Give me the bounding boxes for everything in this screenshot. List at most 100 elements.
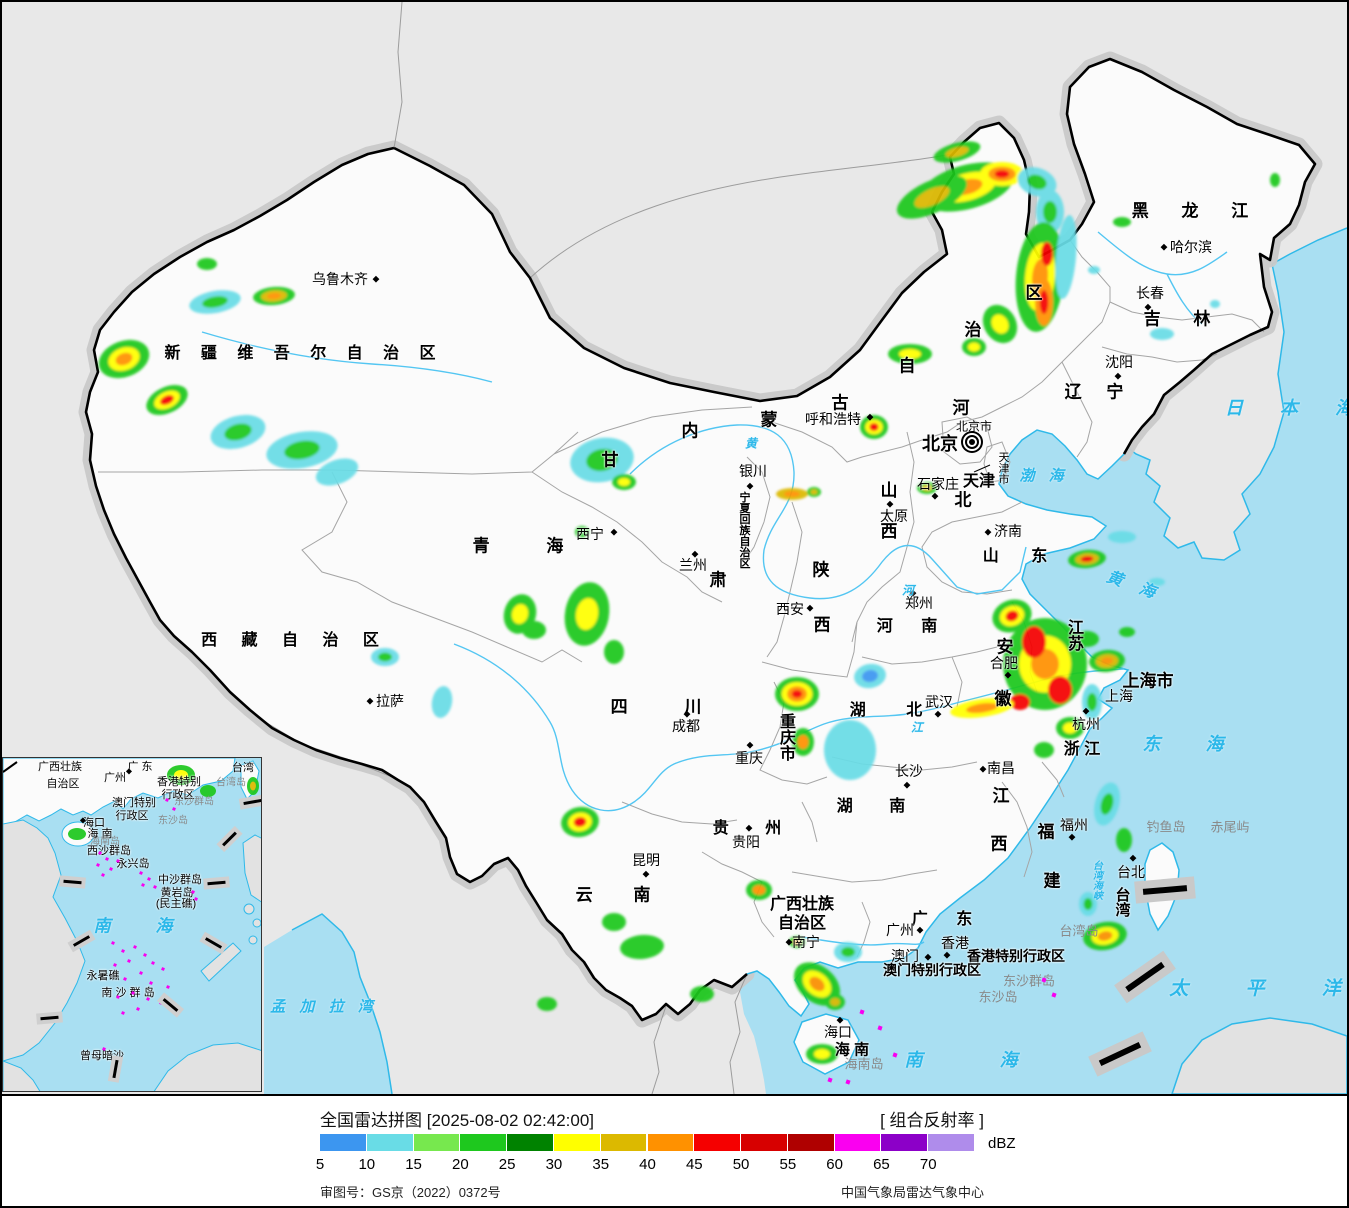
- radar-echo: [1035, 278, 1053, 326]
- radar-echo: [917, 482, 937, 494]
- city-marker: ◆: [931, 490, 939, 501]
- city-marker: ◆: [866, 411, 874, 422]
- legend-panel: 全国雷达拼图 [2025-08-02 02:42:00] [ 组合反射率 ] d…: [2, 1094, 1347, 1206]
- colorbar-segment: [507, 1134, 553, 1151]
- city-marker: ◆: [1160, 241, 1168, 252]
- radar-echo: [860, 415, 888, 439]
- radar-echo: [825, 994, 845, 1010]
- radar-echo: [620, 934, 664, 960]
- radar-echo: [980, 162, 1024, 186]
- city-marker: ◆: [610, 526, 618, 537]
- colorbar-tick: 10: [358, 1156, 376, 1173]
- legend-product-name: [ 组合反射率 ]: [880, 1111, 984, 1130]
- radar-echo: [1210, 300, 1220, 308]
- city-marker: ◆: [934, 708, 942, 719]
- radar-echo: [982, 304, 1018, 344]
- city-marker: ◆: [903, 779, 911, 790]
- radar-echo: [371, 648, 399, 666]
- radar-echo: [962, 338, 986, 356]
- radar-echo: [1056, 717, 1084, 739]
- colorbar-tick: 15: [405, 1156, 422, 1173]
- colorbar-segment: [413, 1134, 460, 1151]
- radar-echo: [1088, 266, 1100, 274]
- city-marker: ◆: [943, 949, 951, 960]
- radar-echo: [210, 414, 266, 450]
- colorbar-segment: [787, 1134, 834, 1151]
- city-marker: ◆: [886, 498, 894, 509]
- colorbar-segment: [647, 1134, 694, 1151]
- city-marker: ◆: [691, 548, 699, 559]
- colorbar-segment: [928, 1134, 974, 1151]
- radar-echo: [564, 582, 610, 646]
- radar-echo: [1083, 921, 1127, 951]
- colorbar-tick: 25: [498, 1156, 516, 1173]
- city-marker: ◆: [642, 868, 650, 879]
- city-marker: ◆: [916, 924, 924, 935]
- radar-echo: [1082, 684, 1102, 720]
- city-marker: ◆: [366, 695, 374, 706]
- city-marker: ◆: [683, 708, 691, 719]
- colorbar-tick: 5: [315, 1156, 325, 1173]
- radar-echo: [992, 599, 1032, 633]
- radar-echo: [776, 488, 808, 500]
- colorbar-tick: 50: [732, 1156, 750, 1173]
- colorbar-tick: 65: [873, 1156, 890, 1173]
- colorbar-tick: 70: [919, 1156, 937, 1173]
- tianjin-pointer-line: [973, 464, 991, 473]
- radar-echo: [146, 384, 188, 416]
- radar-echo: [253, 286, 295, 306]
- radar-echo: [746, 880, 772, 900]
- map-approval-number: 审图号：GS京（2022）0372号: [320, 1185, 501, 1200]
- radar-echo: [197, 258, 217, 270]
- radar-echo: [315, 458, 359, 486]
- capital-marker-beijing: [965, 435, 979, 449]
- radar-echo: [1113, 217, 1131, 227]
- radar-echo: [1149, 578, 1165, 586]
- radar-echo: [1075, 631, 1099, 647]
- radar-echo: [1079, 892, 1097, 916]
- sea-area: [740, 228, 1347, 1094]
- radar-echo: [1010, 694, 1030, 710]
- radar-echo: [775, 677, 819, 711]
- bengal-coastline: [291, 913, 393, 1094]
- inset-city-marker: ◆: [125, 766, 133, 776]
- radar-echo: [1094, 782, 1120, 826]
- radar-echo: [933, 141, 981, 163]
- radar-echo: [68, 828, 86, 840]
- colorbar-segment: [553, 1134, 600, 1151]
- radar-echo: [570, 437, 634, 483]
- colorbar-segment: [834, 1134, 881, 1151]
- radar-echo: [503, 594, 537, 634]
- radar-echo: [793, 962, 841, 1006]
- colorbar-tick: 45: [685, 1156, 703, 1173]
- city-marker: ◆: [746, 480, 754, 491]
- city-marker: ◆: [1129, 852, 1137, 863]
- radar-echo: [690, 986, 714, 1002]
- radar-echo: [1150, 328, 1174, 340]
- radar-echo: [888, 344, 932, 364]
- radar-echo: [602, 913, 626, 931]
- radar-echo: [247, 777, 259, 795]
- city-marker: ◆: [924, 951, 932, 962]
- radar-echo: [854, 663, 886, 689]
- radar-echo: [834, 942, 862, 962]
- radar-echo: [537, 997, 557, 1011]
- radar-echo: [575, 526, 589, 538]
- radar-echo: [266, 431, 338, 469]
- city-marker: ◆: [1114, 370, 1122, 381]
- radar-echo-layer: [98, 141, 1280, 1064]
- colorbar-segment: [694, 1134, 741, 1151]
- radar-echo: [807, 487, 821, 497]
- reflectivity-colorbar: [320, 1134, 975, 1151]
- china-radar-map: 黑 龙 江吉 林辽 宁内蒙古自治区新 疆 维 吾 尔 自 治 区西 藏 自 治 …: [2, 2, 1347, 1094]
- colorbar-tick: 60: [826, 1156, 843, 1173]
- radar-echo: [1116, 828, 1132, 852]
- radar-echo: [1055, 215, 1077, 299]
- colorbar-segment: [600, 1134, 647, 1151]
- radar-echo: [1048, 676, 1072, 704]
- city-marker: ◆: [984, 526, 992, 537]
- legend-title: 全国雷达拼图 [2025-08-02 02:42:00]: [320, 1111, 595, 1130]
- radar-echo: [167, 765, 195, 785]
- inset-city-marker: ◆: [79, 815, 87, 825]
